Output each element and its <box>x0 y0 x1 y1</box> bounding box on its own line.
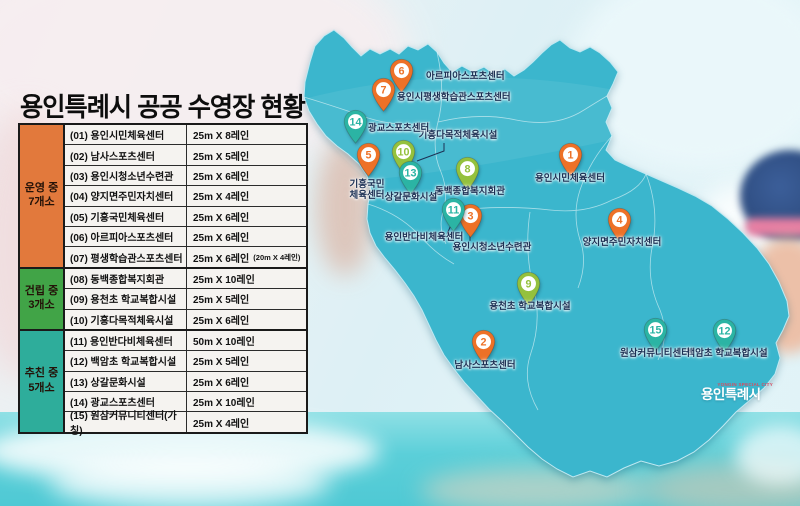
facility-name: (08) 동백종합복지회관 <box>65 268 187 289</box>
facility-row: (08) 동백종합복지회관 25m X 10레인 <box>65 268 306 290</box>
facility-name: (02) 남사스포츠센터 <box>65 145 187 165</box>
facility-size: 25m X 10레인 <box>193 398 255 410</box>
facility-size: 25m X 4레인 <box>193 418 250 430</box>
facility-row: (09) 용천초 학교복합시설 25m X 5레인 <box>65 289 306 310</box>
facility-size: 25m X 8레인 <box>193 131 250 143</box>
table-group: 건립 중 3개소 (08) 동백종합복지회관 25m X 10레인 (09) 용천초 학… <box>20 268 306 331</box>
facility-size: 25m X 5레인 <box>193 357 250 369</box>
facility-row: (02) 남사스포츠센터 25m X 5레인 <box>65 145 306 166</box>
facility-name: (12) 백암초 학교복합시설 <box>65 351 187 371</box>
facility-name: (14) 광교스포츠센터 <box>65 392 187 412</box>
facility-size: 25m X 10레인 <box>193 274 255 286</box>
facility-name: (13) 상갈문화시설 <box>65 371 187 392</box>
facility-row: (05) 기흥국민체육센터 25m X 6레인 <box>65 206 306 227</box>
facility-size: 25m X 5레인 <box>193 151 250 163</box>
facility-name: (11) 용인반다비체육센터 <box>65 330 187 351</box>
facility-name: (15) 원삼커뮤니티센터(가칭) <box>65 411 187 437</box>
facility-name: (04) 양지면주민자치센터 <box>65 186 187 206</box>
facility-row: (04) 양지면주민자치센터 25m X 4레인 <box>65 186 306 207</box>
facility-row: (13) 상갈문화시설 25m X 6레인 <box>65 371 306 393</box>
facility-name: (10) 기흥다목적체육시설 <box>65 309 187 329</box>
facility-name: (01) 용인시민체육센터 <box>65 125 187 145</box>
category-cell: 운영 중 7개소 <box>20 125 65 267</box>
facility-name: (06) 아르피아스포츠센터 <box>65 226 187 247</box>
facility-name: (03) 용인시청소년수련관 <box>65 165 187 186</box>
facility-row: (15) 원삼커뮤니티센터(가칭) 25m X 4레인 <box>65 411 306 437</box>
facility-size: 25m X 6레인 <box>193 233 250 245</box>
facility-row: (03) 용인시청소년수련관 25m X 6레인 <box>65 165 306 187</box>
yongin-city-logo: YONGIN SPECIAL CITY 용인특례시 <box>701 382 773 402</box>
page-title: 용인특례시 공공 수영장 현황 <box>20 92 306 123</box>
table-group: 운영 중 7개소 (01) 용인시민체육센터 25m X 8레인 (02) 남사스포츠센… <box>20 125 306 269</box>
facility-row: (01) 용인시민체육센터 25m X 8레인 <box>65 125 306 146</box>
facility-size: 25m X 4레인 <box>193 192 250 204</box>
facility-size: 25m X 6레인 <box>193 377 250 389</box>
facility-name: (05) 기흥국민체육센터 <box>65 206 187 226</box>
facility-row: (11) 용인반다비체육센터 50m X 10레인 <box>65 330 306 352</box>
facility-name: (07) 평생학습관스포츠센터 <box>65 247 187 267</box>
facility-row: (10) 기흥다목적체육시설 25m X 6레인 <box>65 309 306 329</box>
facility-size: 25m X 6레인 <box>193 315 250 327</box>
logo-subtext: YONGIN SPECIAL CITY <box>717 382 773 387</box>
facility-size: 25m X 5레인 <box>193 295 250 307</box>
table-group: 추친 중 5개소 (11) 용인반다비체육센터 50m X 10레인 (12) 백암초 … <box>20 330 306 437</box>
facility-row: (14) 광교스포츠센터 25m X 10레인 <box>65 392 306 413</box>
category-cell: 추친 중 5개소 <box>20 330 65 432</box>
facility-row: (12) 백암초 학교복합시설 25m X 5레인 <box>65 351 306 372</box>
facility-table: 운영 중 7개소 (01) 용인시민체육센터 25m X 8레인 (02) 남사스포츠센… <box>18 123 308 437</box>
facility-size: 25m X 6레인 <box>193 171 250 183</box>
facility-name: (09) 용천초 학교복합시설 <box>65 289 187 309</box>
facility-size: 25m X 6레인 (20m X 4레인) <box>193 252 301 265</box>
facility-row: (06) 아르피아스포츠센터 25m X 6레인 <box>65 226 306 248</box>
facility-size: 25m X 6레인 <box>193 212 250 224</box>
facility-size: 50m X 10레인 <box>193 337 255 349</box>
logo-wordmark: 용인특례시 <box>701 386 761 402</box>
category-cell: 건립 중 3개소 <box>20 268 65 329</box>
facility-row: (07) 평생학습관스포츠센터 25m X 6레인 (20m X 4레인) <box>65 247 306 267</box>
